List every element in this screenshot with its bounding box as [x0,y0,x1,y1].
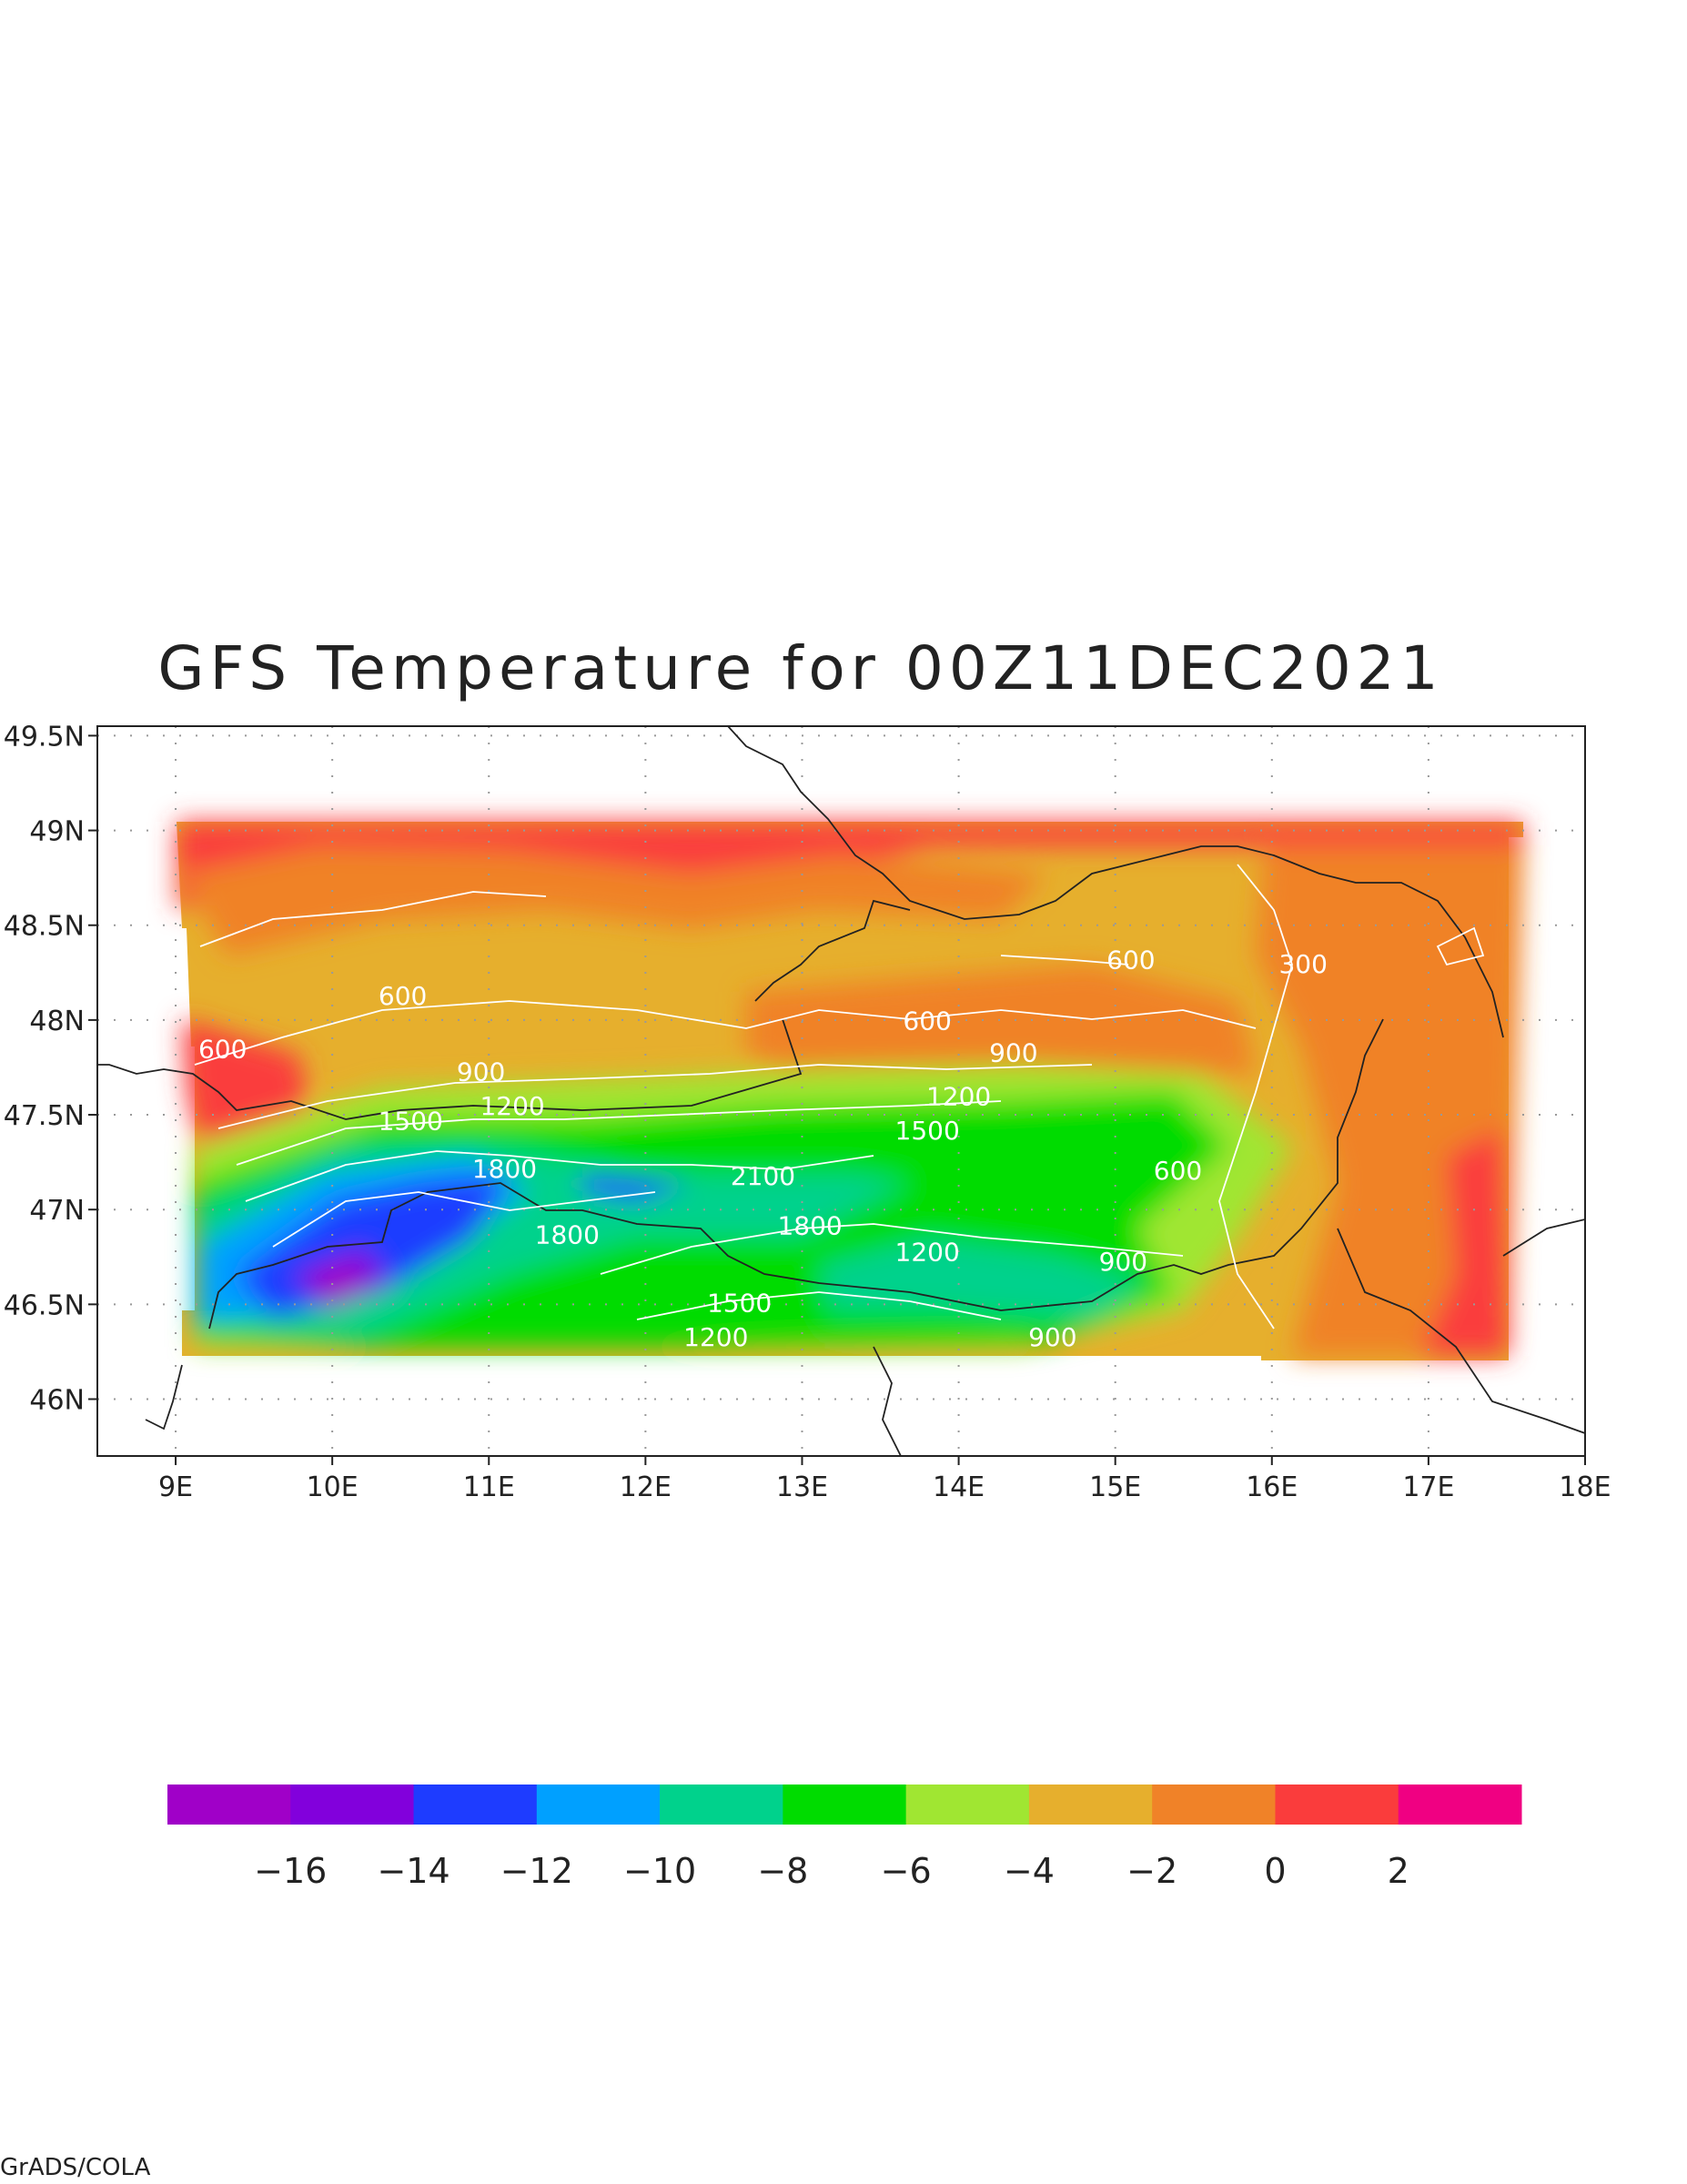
colorbar-label: −6 [881,1851,932,1891]
border-line [1337,1228,1585,1434]
border-line [873,1346,902,1456]
colorbar-swatch [783,1785,907,1825]
colorbar-swatch [167,1785,291,1825]
contour-label: 1200 [683,1322,748,1352]
colorbar: −16 −14 −12 −10 −8 −6 −4 −2 0 2 [167,1785,1522,1891]
contour-line [1436,926,1485,966]
colorbar-label: −8 [757,1851,808,1891]
contour-label: 1500 [707,1289,772,1319]
x-tick-label: 13E [776,1471,828,1503]
field-mid-orange [746,965,1256,1083]
field-north-orange [182,846,1046,956]
colorbar-label: −14 [377,1851,450,1891]
colorbar-swatch [413,1785,538,1825]
contour-label: 600 [198,1035,247,1065]
contour-label: 1800 [535,1220,600,1250]
y-tick-label: 49N [29,816,85,848]
colorbar-swatch [1275,1785,1399,1825]
contour-label: 900 [457,1057,505,1087]
contour-label: 1200 [895,1237,960,1267]
contour-line [1218,864,1293,1330]
contour-line [600,1223,1184,1275]
y-tick-label: 47N [29,1195,85,1227]
colorbar-label: 0 [1264,1851,1286,1891]
colorbar-label: −16 [254,1851,327,1891]
border-line [1502,1218,1585,1257]
contour-label: 1200 [480,1091,544,1121]
lat-lon-grid: 9E 10E 11E 12E 13E 14E 15E 16E 17E 18E 49.5N 49N 48.… [4,721,1611,1503]
colorbar-swatch [1028,1785,1153,1825]
contour-line [245,1150,874,1202]
x-tick-label: 9E [158,1471,193,1503]
x-tick-label: 12E [620,1471,672,1503]
contour-label: 900 [1028,1322,1076,1352]
field-purple [309,1260,364,1301]
contour-line [199,891,547,947]
field-teal-east [819,1238,1147,1320]
colorbar-swatch [905,1785,1030,1825]
y-tick-label: 48.5N [4,911,85,943]
colorbar-swatch [290,1785,415,1825]
colorbar-swatch [1398,1785,1522,1825]
contour-label: 1800 [472,1154,537,1184]
contour-line [636,1291,1002,1320]
contour-label: 600 [1154,1156,1202,1186]
contour-label: 300 [1278,949,1327,979]
contour-line [272,1191,656,1248]
coastlines [97,726,1585,1456]
colorbar-label: −4 [1004,1851,1055,1891]
contour-line [1000,955,1129,966]
contour-label: 600 [379,981,427,1011]
temperature-field [177,822,1523,1360]
height-contours [194,864,1485,1330]
contour-label: 600 [903,1006,951,1036]
contour-line [217,1064,1093,1129]
contour-line [194,1000,1257,1066]
x-tick-label: 11E [463,1471,515,1503]
chart-title: GFS Temperature for 00Z11DEC2021 [157,633,1443,703]
contour-line [236,1100,1002,1166]
colorbar-label: −2 [1126,1851,1177,1891]
plot-frame [96,725,1586,1457]
y-tick-label: 46N [29,1385,85,1417]
colorbar-swatch [1152,1785,1276,1825]
contour-labels: 6006009001200150018001800210018001500120… [198,945,1328,1353]
border-line [727,726,1504,1038]
y-tick-label: 48N [29,1006,85,1037]
contour-label: 900 [989,1038,1037,1068]
x-tick-label: 10E [307,1471,359,1503]
field-blue-east [582,1174,692,1201]
colorbar-label: −12 [500,1851,573,1891]
credit-text: GrADS/COLA [0,2154,151,2181]
y-tick-label: 47.5N [4,1100,85,1132]
x-tick-label: 14E [933,1471,985,1503]
colorbar-label: −10 [623,1851,696,1891]
border-line [97,1018,803,1120]
contour-label: 2100 [731,1161,795,1191]
contour-label: 1800 [777,1210,842,1240]
y-tick-label: 46.5N [4,1289,85,1321]
colorbar-swatch [536,1785,661,1825]
x-tick-label: 17E [1402,1471,1454,1503]
field-east-red [1419,1128,1509,1356]
x-tick-label: 16E [1246,1471,1298,1503]
colorbar-label: 2 [1388,1851,1409,1891]
contour-label: 1500 [895,1116,960,1146]
x-tick-label: 15E [1089,1471,1141,1503]
contour-label: 900 [1099,1247,1147,1277]
border-line [754,899,911,1002]
x-tick-label: 18E [1559,1471,1611,1503]
border-line [145,1364,183,1431]
contour-label: 600 [1106,945,1155,976]
contour-label: 1500 [379,1107,443,1137]
border-line [208,1018,1384,1330]
contour-label: 1200 [926,1082,991,1112]
y-tick-label: 49.5N [4,721,85,753]
colorbar-swatch [660,1785,783,1825]
